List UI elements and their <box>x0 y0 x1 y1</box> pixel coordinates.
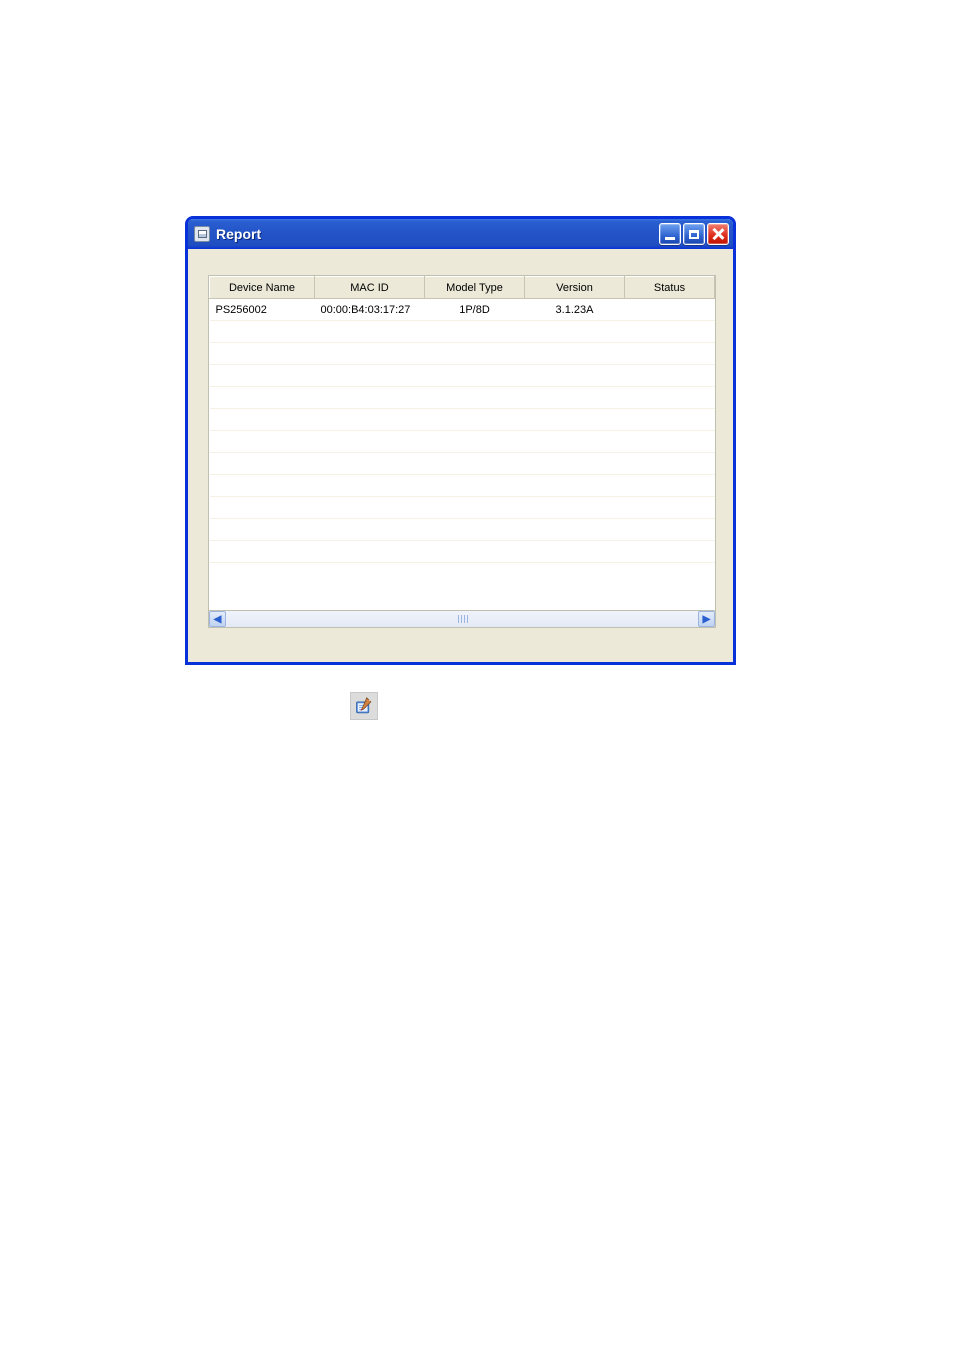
report-table-scroll[interactable]: Device NameMAC IDModel TypeVersionStatus… <box>209 276 715 610</box>
scroll-track[interactable] <box>226 611 698 627</box>
cell-model_type: 1P/8D <box>425 299 525 321</box>
report-table-container: Device NameMAC IDModel TypeVersionStatus… <box>208 275 716 628</box>
notepad-pen-icon <box>353 695 375 717</box>
maximize-icon <box>689 230 699 239</box>
window-controls <box>659 223 729 245</box>
table-row-empty <box>210 365 715 387</box>
table-row-empty <box>210 497 715 519</box>
minimize-icon <box>665 237 675 240</box>
table-row[interactable]: PS25600200:00:B4:03:17:271P/8D3.1.23A <box>210 299 715 321</box>
column-header[interactable]: Device Name <box>210 277 315 299</box>
table-row-empty <box>210 431 715 453</box>
titlebar[interactable]: Report <box>188 219 733 249</box>
table-row-empty <box>210 475 715 497</box>
chevron-left-icon: ◀ <box>214 614 222 625</box>
table-row-empty <box>210 321 715 343</box>
scroll-right-button[interactable]: ▶ <box>698 611 715 627</box>
minimize-button[interactable] <box>659 223 681 245</box>
table-row-empty <box>210 387 715 409</box>
close-button[interactable] <box>707 223 729 245</box>
client-area: Device NameMAC IDModel TypeVersionStatus… <box>188 249 733 662</box>
report-window: Report Device NameMAC IDModel TypeVersio… <box>185 216 736 665</box>
column-header[interactable]: Model Type <box>425 277 525 299</box>
report-table: Device NameMAC IDModel TypeVersionStatus… <box>209 276 715 563</box>
column-header[interactable]: Version <box>525 277 625 299</box>
chevron-right-icon: ▶ <box>703 614 711 625</box>
scroll-left-button[interactable]: ◀ <box>209 611 226 627</box>
table-row-empty <box>210 519 715 541</box>
setup-notepad-icon[interactable] <box>350 692 378 720</box>
cell-device_name: PS256002 <box>210 299 315 321</box>
table-row-empty <box>210 409 715 431</box>
app-icon <box>194 226 210 242</box>
column-header[interactable]: MAC ID <box>315 277 425 299</box>
window-title: Report <box>216 226 659 242</box>
cell-mac_id: 00:00:B4:03:17:27 <box>315 299 425 321</box>
table-row-empty <box>210 343 715 365</box>
table-row-empty <box>210 453 715 475</box>
scroll-grip-icon <box>453 613 473 625</box>
table-row-empty <box>210 541 715 563</box>
column-header[interactable]: Status <box>625 277 715 299</box>
cell-version: 3.1.23A <box>525 299 625 321</box>
maximize-button[interactable] <box>683 223 705 245</box>
close-icon <box>712 228 724 240</box>
horizontal-scrollbar[interactable]: ◀ ▶ <box>209 610 715 627</box>
cell-status <box>625 299 715 321</box>
